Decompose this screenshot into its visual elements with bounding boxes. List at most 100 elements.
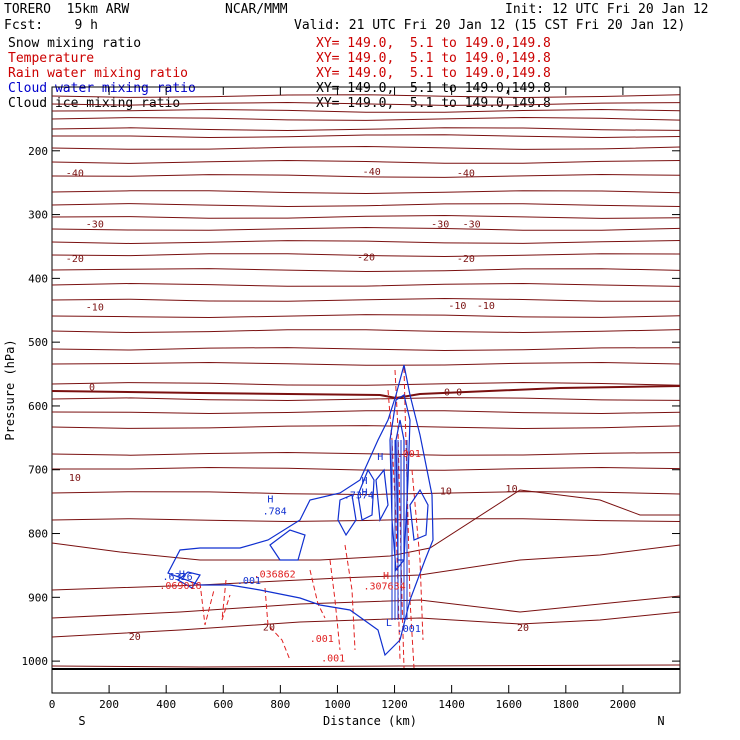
isotherm-label: -10 [86, 302, 104, 313]
y-tick-label: 700 [28, 464, 48, 477]
header-fcst: Fcst: 9 h [4, 18, 98, 33]
isotherm-label: -10 [477, 301, 495, 312]
isotherm-line [51, 451, 681, 456]
south-label: S [78, 714, 85, 728]
legend-cloud-water-xy: XY= 149.0, 5.1 to 149.0,149.8 [316, 81, 551, 96]
isotherm-label: -40 [363, 167, 381, 178]
x-tick-label: 1200 [381, 698, 408, 711]
axis-ticks: 0 200 400 600 800 1000 1200 1400 1600 1800 2000200… [22, 87, 680, 711]
legend-rain-label: Rain water mixing ratio [8, 66, 189, 81]
rain-label: H [383, 571, 389, 582]
isotherm-label: -30 [86, 219, 104, 230]
x-tick-label: 1800 [553, 698, 580, 711]
isotherm-line [51, 297, 680, 302]
isotherm-label: 20 [129, 632, 141, 643]
isotherm-label: -10 [448, 301, 466, 312]
isotherm-label: -40 [457, 168, 475, 179]
rain-label: .069016 [159, 581, 201, 592]
isotherm-line [51, 361, 681, 366]
isotherm-label: 20 [517, 623, 529, 634]
y-tick-label: 600 [28, 400, 48, 413]
isotherm-label: -20 [457, 254, 475, 265]
x-tick-label: 2000 [610, 698, 637, 711]
extremum-label: L [386, 618, 392, 629]
cloud-water-contour [337, 494, 357, 537]
rain-label: .036862 [254, 570, 296, 581]
header-valid: Valid: 21 UTC Fri 20 Jan 12 (15 CST Fri … [294, 18, 686, 33]
rain-contour [411, 469, 424, 641]
cloud-water-label: .6326 [163, 572, 193, 583]
y-tick-label: 400 [28, 272, 48, 285]
cloud-water-label: H [362, 487, 368, 498]
isotherm-line [51, 425, 681, 430]
cloud-water-contour [409, 488, 429, 541]
x-tick-label: 200 [99, 698, 119, 711]
cloud-water-label: .001 [397, 624, 421, 635]
rain-contour [394, 369, 405, 669]
cloud-water-label: H [179, 570, 185, 581]
isotherm-label: -20 [66, 254, 84, 265]
cloud-water-contour [176, 571, 201, 589]
y-tick-label: 300 [28, 209, 48, 222]
rain-contour [403, 367, 415, 669]
isotherm-line [51, 145, 681, 150]
cloud-water-contour [357, 468, 375, 521]
isotherm-line [51, 381, 681, 386]
legend-temperature-label: Temperature [8, 51, 95, 66]
isotherm-label: 10 [69, 473, 81, 484]
isotherm-line [51, 595, 681, 619]
cloud-water-contours [167, 364, 434, 657]
cloud-water-label: .001 [237, 576, 261, 587]
rain-label: .001 [397, 449, 421, 460]
y-tick-label: 800 [28, 528, 48, 541]
isotherm-line [51, 410, 681, 415]
isotherm-lines [51, 94, 681, 668]
north-label: N [657, 714, 664, 728]
x-tick-label: 800 [270, 698, 290, 711]
isotherm-line [51, 347, 681, 352]
rain-contour [329, 559, 341, 651]
cloud-water-label: H [362, 476, 368, 487]
cloud-water-contour [269, 529, 306, 561]
isotherm-line [51, 611, 681, 638]
legend-snow-label: Snow mixing ratio [8, 36, 142, 51]
header-model: TORERO 15km ARW [4, 2, 130, 17]
isotherm-label: 0-0 [444, 388, 462, 399]
isotherm-label: 20 [263, 622, 275, 633]
isotherm-line [51, 664, 681, 668]
rain-contour [309, 569, 326, 619]
isotherm-label: 10 [506, 484, 518, 495]
cloud-water-contour [395, 419, 405, 561]
rain-label: .001 [321, 654, 345, 665]
isotherm-line [51, 491, 681, 496]
isotherm-line [52, 466, 681, 471]
isotherm-line [51, 253, 681, 258]
isotherm-label: -40 [66, 168, 84, 179]
isotherm-line [51, 282, 681, 287]
y-tick-label: 500 [28, 336, 48, 349]
cloud-water-contour [167, 364, 434, 657]
isotherm-line [51, 94, 681, 99]
isotherm-line [51, 268, 681, 273]
x-axis-label: Distance (km) [323, 714, 417, 728]
isotherm-line [51, 240, 681, 245]
plot-frame [51, 86, 681, 694]
freezing-level-line [51, 385, 681, 400]
y-axis-label: Pressure (hPa) [3, 339, 17, 440]
cloud-water-label: .784 [263, 506, 287, 517]
rain-contour [199, 582, 215, 626]
x-tick-label: 1400 [438, 698, 465, 711]
isotherm-label: -20 [357, 253, 375, 264]
y-tick-label: 200 [28, 145, 48, 158]
y-tick-label: 900 [28, 591, 48, 604]
x-tick-label: 400 [156, 698, 176, 711]
x-tick-label: 1600 [495, 698, 522, 711]
extremum-label: H [377, 452, 383, 463]
isotherm-label: -30 [431, 219, 449, 230]
isotherm-label: 0 [89, 383, 95, 394]
cloud-water-label: H [267, 494, 273, 505]
isotherm-line [51, 329, 681, 334]
cloud-water-contour [389, 394, 411, 572]
isotherm-line [51, 101, 681, 106]
